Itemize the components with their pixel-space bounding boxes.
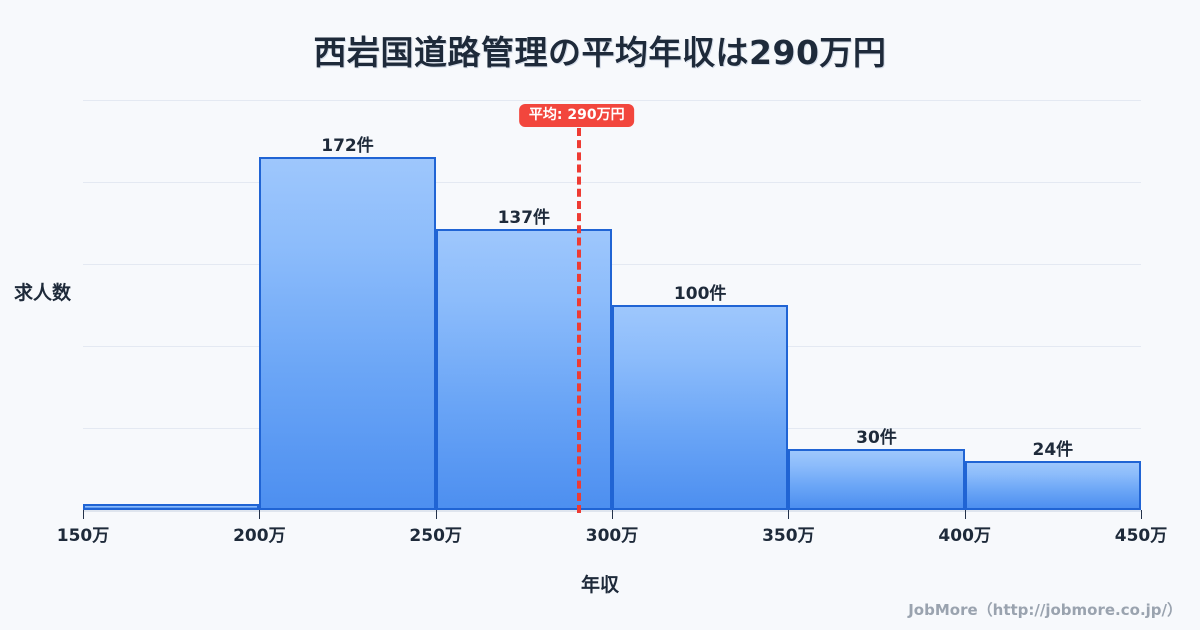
bar-4[interactable]: [612, 305, 789, 510]
footer-credit: JobMore（http://jobmore.co.jp/）: [908, 601, 1182, 619]
x-tick-mark-5: [788, 510, 790, 519]
x-tick-mark-3: [435, 510, 437, 519]
x-tick-mark-6: [964, 510, 966, 519]
average-badge: 平均: 290万円: [518, 104, 635, 127]
x-tick-label-3: 250万: [409, 526, 462, 546]
x-tick-mark-2: [259, 510, 261, 519]
bar-value-label-6: 24件: [1032, 439, 1074, 460]
x-tick-mark-1: [83, 510, 84, 519]
y-axis-title: 求人数: [14, 282, 72, 304]
gridline: [83, 100, 1141, 101]
x-tick-label-6: 400万: [938, 526, 991, 546]
bar-value-label-3: 137件: [497, 208, 551, 229]
bar-6[interactable]: [964, 460, 1141, 510]
average-line: [576, 128, 581, 513]
gridline: [83, 264, 1141, 265]
x-tick-label-7: 450万: [1114, 526, 1168, 546]
bar-value-label-2: 172件: [321, 136, 374, 157]
x-tick-label-5: 350万: [762, 526, 815, 546]
bar-1[interactable]: [83, 504, 260, 510]
x-tick-label-2: 200万: [233, 526, 286, 546]
x-tick-label-4: 300万: [585, 526, 639, 546]
x-axis-title: 年収: [580, 574, 619, 596]
bar-3[interactable]: [435, 229, 612, 510]
gridline: [83, 182, 1141, 183]
x-tick-mark-7: [1141, 510, 1142, 519]
bar-value-label-5: 30件: [856, 427, 897, 448]
x-tick-label-1: 150万: [56, 526, 110, 546]
bar-5[interactable]: [788, 448, 965, 510]
page-title: 西岩国道路管理の平均年収は290万円: [313, 33, 887, 72]
x-tick-mark-4: [612, 510, 613, 519]
bar-2[interactable]: [259, 157, 436, 510]
bar-value-label-4: 100件: [673, 284, 727, 304]
